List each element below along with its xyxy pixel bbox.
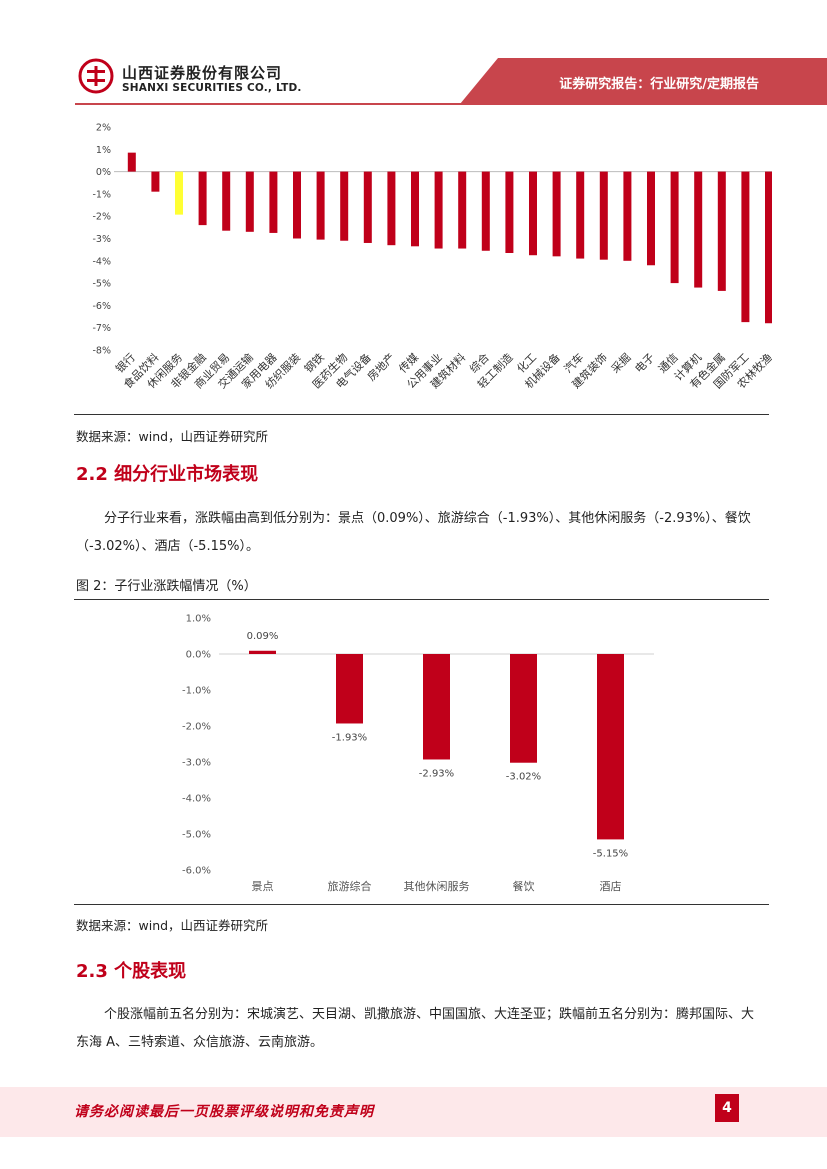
data-label: -3.02%	[506, 772, 541, 783]
bar	[510, 654, 537, 763]
bar	[434, 171, 443, 249]
y-tick-label: 0%	[96, 167, 111, 178]
figure1-source: 数据来源：wind，山西证券研究所	[76, 429, 269, 444]
y-tick-label: -5%	[93, 279, 112, 290]
bar	[269, 171, 278, 233]
data-label: -1.93%	[332, 732, 367, 743]
bar	[458, 171, 467, 249]
bar	[222, 171, 231, 231]
figure2-title: 图 2：子行业涨跌幅情况（%）	[76, 579, 257, 594]
company-name-en: SHANXI SECURITIES CO., LTD.	[122, 82, 302, 94]
y-tick-label: 1.0%	[186, 614, 211, 625]
y-tick-label: 2%	[96, 123, 111, 134]
y-tick-label: -1.0%	[182, 686, 211, 697]
x-tick-label: 餐饮	[513, 879, 535, 893]
bar	[198, 171, 207, 226]
industry-change-chart: 2%1%0%-1%-2%-3%-4%-5%-6%-7%-8% 银行食品饮料休闲服务…	[93, 123, 772, 391]
y-tick-label: -2.0%	[182, 722, 211, 733]
x-tick-label: 旅游综合	[328, 879, 372, 893]
page-footer	[0, 1087, 827, 1137]
y-tick-label: -7%	[93, 323, 112, 334]
y-tick-label: -4%	[93, 256, 112, 267]
bar	[127, 152, 136, 172]
bar	[175, 171, 183, 215]
header-band	[75, 58, 827, 105]
bar	[505, 171, 514, 253]
x-tick-label: 酒店	[600, 879, 622, 893]
bar	[249, 650, 276, 654]
bar	[245, 171, 254, 232]
company-name-cn: 山西证券股份有限公司	[122, 64, 283, 82]
x-tick-label: 其他休闲服务	[404, 879, 470, 893]
page-number: 4	[715, 1094, 739, 1122]
bar	[423, 654, 450, 760]
bar	[411, 171, 419, 247]
bar	[694, 171, 703, 288]
page-header: 山西证券股份有限公司 SHANXI SECURITIES CO., LTD. 证…	[0, 0, 827, 110]
y-tick-label: -2%	[93, 212, 112, 223]
data-label: 0.09%	[247, 631, 279, 642]
report-type: 证券研究报告：行业研究/定期报告	[559, 77, 759, 92]
disclaimer-text: 请务必阅读最后一页股票评级说明和免责声明	[74, 1104, 374, 1120]
sub-industry-change-chart: 1.0% 0.0% -1.0% -2.0% -3.0% -4.0% -5.0% -6.0% 0.…	[182, 614, 654, 893]
bar	[481, 171, 490, 251]
x-tick-label: 采掘	[608, 350, 633, 375]
x-tick-label: 房地产	[364, 350, 397, 383]
bar	[336, 654, 363, 724]
bar	[717, 171, 726, 291]
bar	[552, 171, 561, 257]
bar	[647, 171, 655, 266]
bar	[623, 171, 632, 261]
section-2-3-title: 2.3 个股表现	[76, 961, 187, 982]
bar	[340, 171, 349, 241]
bar	[316, 171, 325, 240]
bar	[597, 654, 624, 840]
x-tick-label: 景点	[252, 880, 274, 893]
company-logo-icon	[78, 58, 114, 94]
y-tick-label: -3%	[93, 234, 112, 245]
y-tick-label: 1%	[96, 145, 111, 156]
y-tick-label: -3.0%	[182, 758, 211, 769]
y-tick-label: -6%	[93, 301, 112, 312]
bar	[151, 171, 160, 192]
y-tick-label: -4.0%	[182, 794, 211, 805]
y-tick-label: -5.0%	[182, 830, 211, 841]
bar	[765, 171, 772, 324]
bar	[741, 171, 750, 323]
y-tick-label: -6.0%	[182, 866, 211, 877]
data-label: -5.15%	[593, 848, 628, 859]
x-tick-label: 电子	[632, 351, 657, 376]
bar	[670, 171, 679, 284]
section-2-2-title: 2.2 细分行业市场表现	[76, 464, 259, 485]
bar	[363, 171, 372, 243]
y-tick-label: -8%	[93, 346, 112, 357]
y-tick-label: 0.0%	[186, 650, 211, 661]
figure2-top-rule	[74, 599, 769, 600]
bar	[529, 171, 537, 256]
figure1-bottom-rule	[74, 414, 769, 415]
section-2-2-paragraph: 分子行业来看，涨跌幅由高到低分别为：景点（0.09%）、旅游综合（-1.93%）…	[76, 511, 751, 554]
data-label: -2.93%	[419, 768, 454, 779]
bar	[293, 171, 301, 239]
bar	[387, 171, 396, 246]
section-2-3-paragraph: 个股涨幅前五名分别为：宋城演艺、天目湖、凯撒旅游、中国国旅、大连圣亚；跌幅前五名…	[76, 1007, 755, 1050]
y-tick-label: -1%	[93, 189, 112, 200]
bar	[576, 171, 585, 259]
figure2-source: 数据来源：wind，山西证券研究所	[76, 918, 269, 933]
bar	[599, 171, 608, 260]
figure2-bottom-rule	[74, 904, 769, 905]
